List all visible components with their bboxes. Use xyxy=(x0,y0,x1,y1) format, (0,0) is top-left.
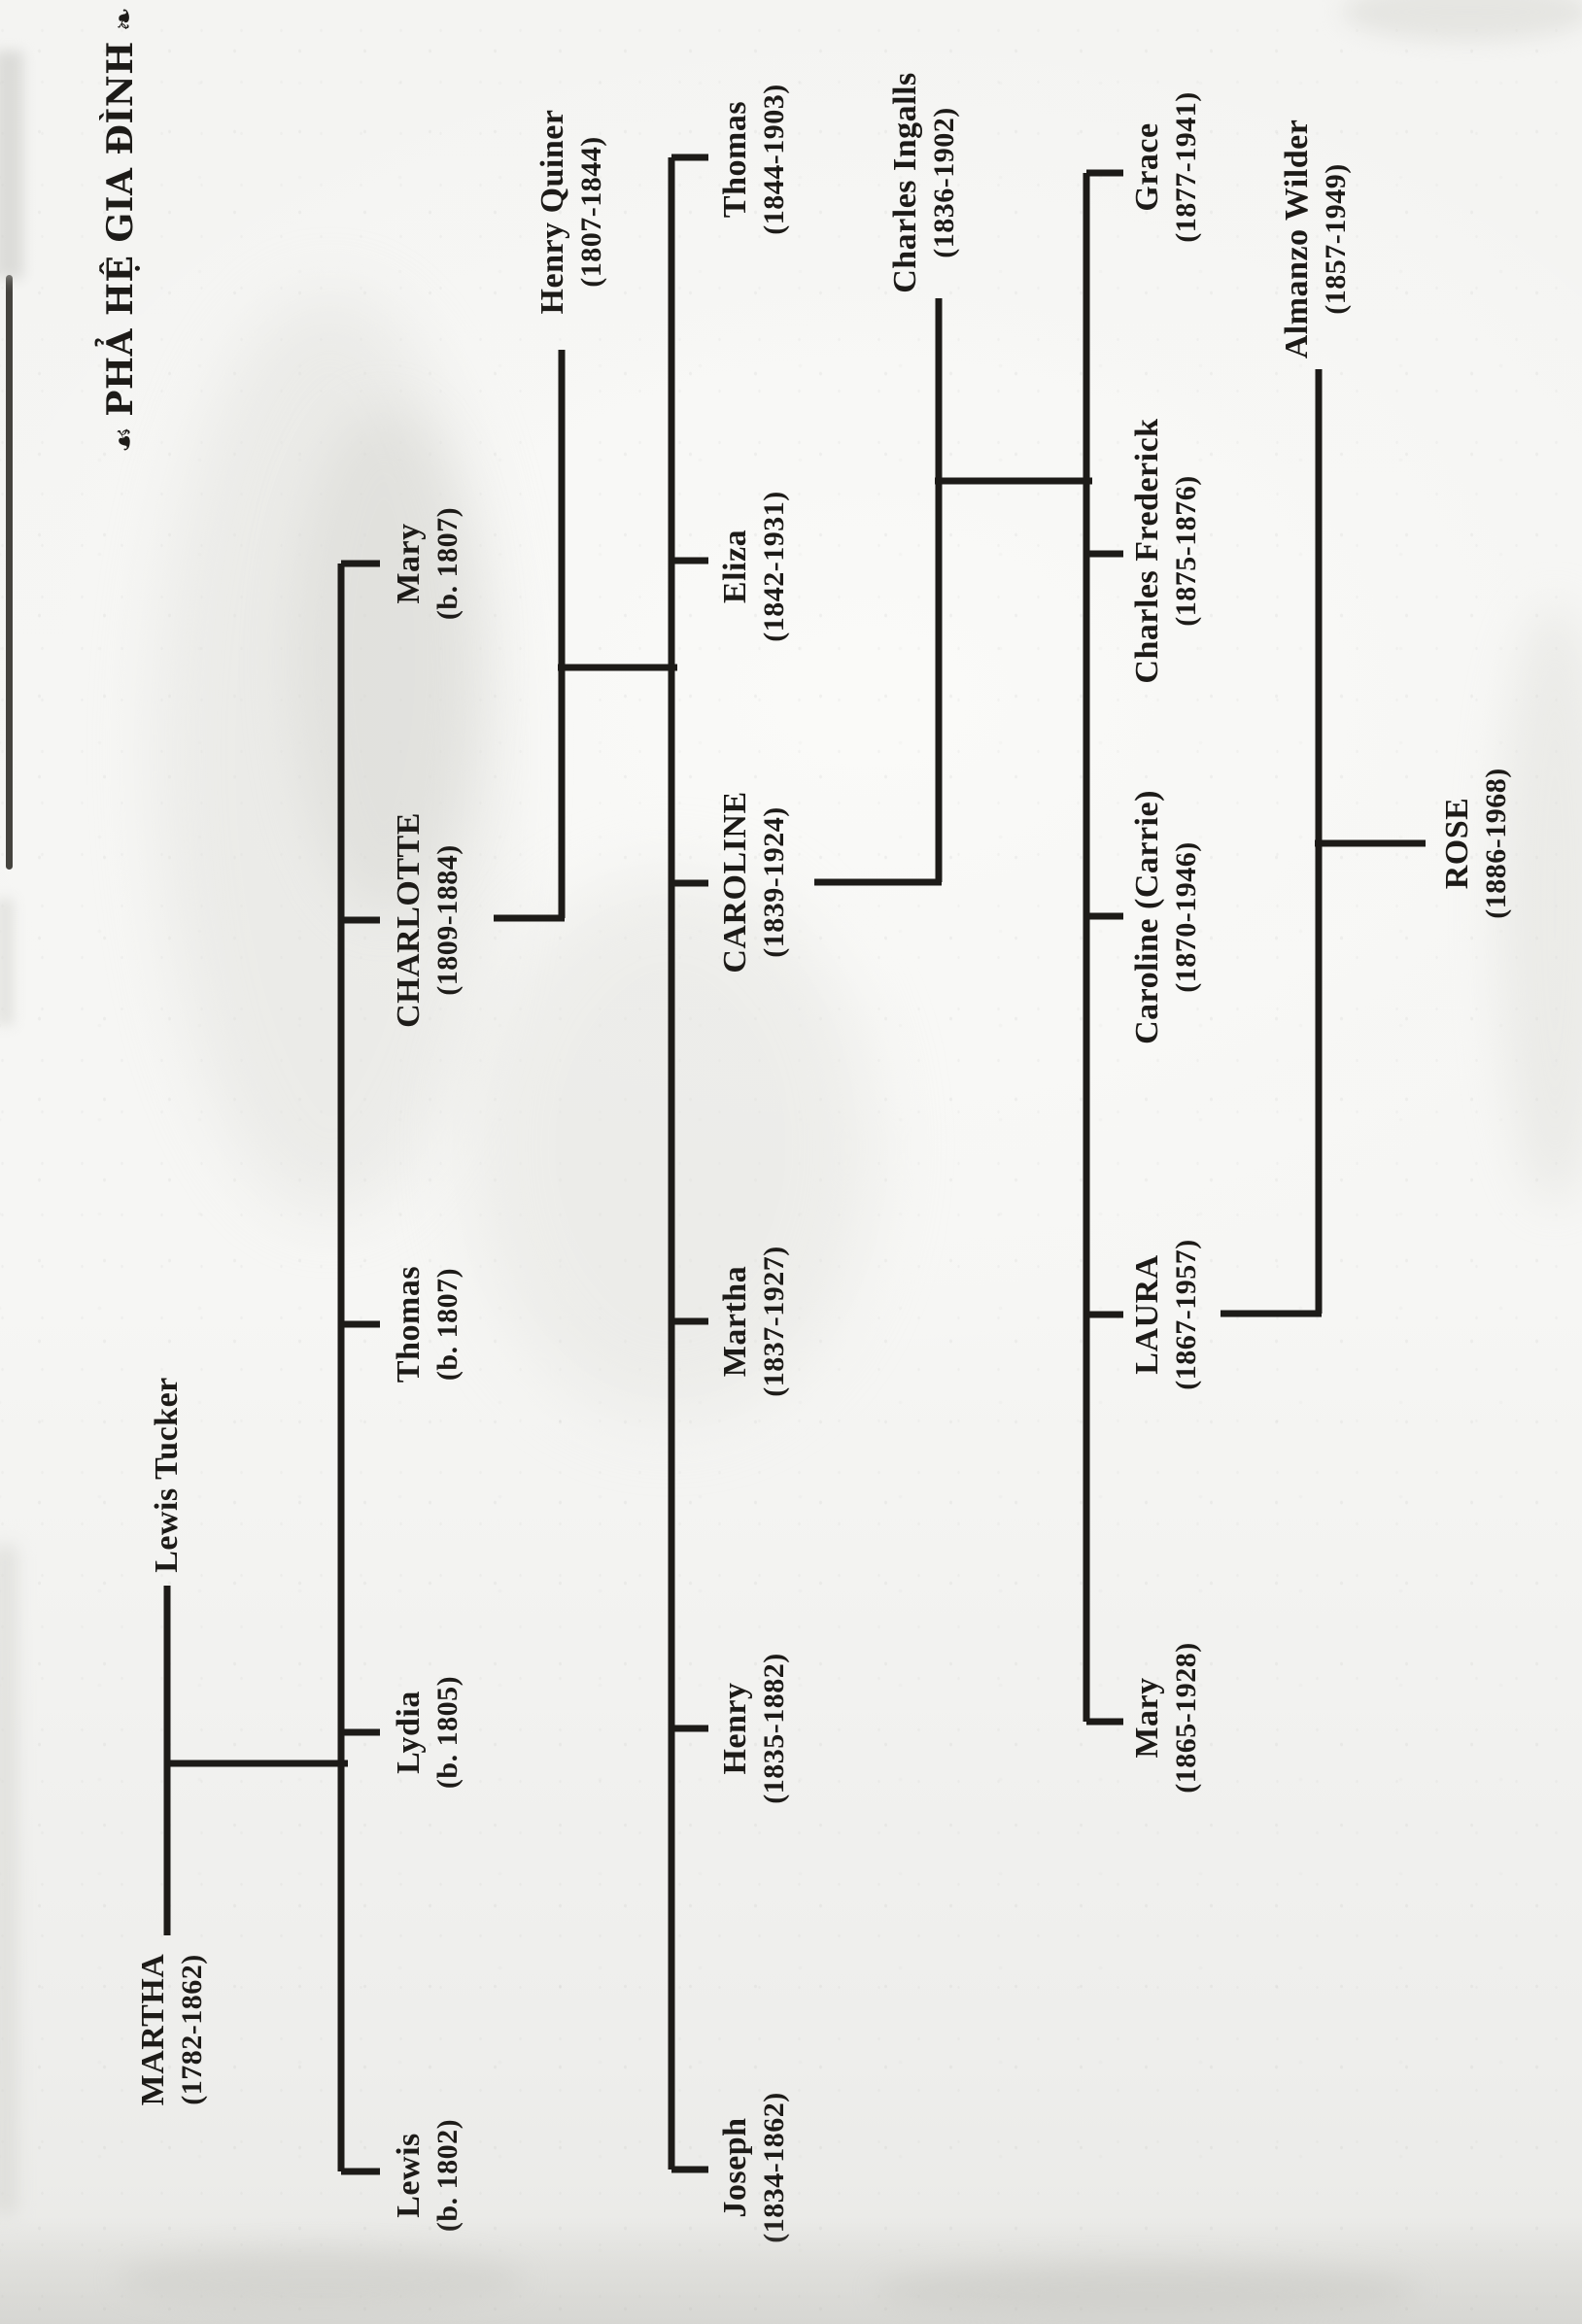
person-name: Almanzo Wilder xyxy=(1279,119,1315,359)
person-dates: (1842-1931) xyxy=(758,491,790,642)
person-charles-ingalls: Charles Ingalls (1836-1902) xyxy=(884,72,962,293)
person-name: Thomas xyxy=(717,100,753,219)
person-lewis-tucker: Lewis Tucker xyxy=(146,1377,188,1573)
person-mary-4: Mary (1865-1928) xyxy=(1126,1642,1204,1793)
person-dates: (b. 1802) xyxy=(431,2118,464,2233)
diagram-title: ☙ PHẢ HỆ GIA ĐÌNH ❧ xyxy=(95,7,151,453)
person-dates: (1836-1902) xyxy=(928,107,960,258)
floral-flourish-right-icon: ❧ xyxy=(108,6,142,32)
person-name: Lewis Tucker xyxy=(149,1377,185,1573)
person-name: Lydia xyxy=(391,1691,427,1774)
person-dates: (b. 1807) xyxy=(431,1267,464,1382)
person-dates: (1875-1876) xyxy=(1170,475,1202,627)
person-caroline: CAROLINE (1839-1924) xyxy=(714,791,792,973)
person-lydia: Lydia (b. 1805) xyxy=(388,1676,465,1789)
person-dates: (1837-1927) xyxy=(758,1246,790,1397)
person-dates: (1867-1957) xyxy=(1170,1239,1202,1390)
diagram-title-text: PHẢ HỆ GIA ĐÌNH xyxy=(100,41,141,417)
person-dates: (b. 1807) xyxy=(431,506,464,621)
person-dates: (b. 1805) xyxy=(431,1675,464,1790)
person-almanzo-wilder: Almanzo Wilder (1857-1949) xyxy=(1276,120,1354,359)
person-name: Charles Ingalls xyxy=(887,72,923,293)
person-dates: (1809-1884) xyxy=(431,844,464,996)
scan-bottom-shadow-band xyxy=(0,2217,1582,2324)
person-name: CHARLOTTE xyxy=(391,812,427,1028)
person-thomas-2: Thomas (b. 1807) xyxy=(388,1266,465,1383)
person-dates: (1865-1928) xyxy=(1170,1642,1202,1794)
person-name: Henry xyxy=(717,1682,753,1775)
person-carrie: Caroline (Carrie) (1870-1946) xyxy=(1126,790,1204,1044)
floral-flourish-left-icon: ☙ xyxy=(108,426,142,453)
person-name: Lewis xyxy=(391,2133,427,2218)
person-martha-tucker: MARTHA (1782-1862) xyxy=(132,1954,210,2106)
person-dates: (1886-1968) xyxy=(1480,768,1512,919)
scan-binding-edge-line xyxy=(6,275,13,870)
person-eliza: Eliza (1842-1931) xyxy=(714,491,792,641)
person-dates: (1839-1924) xyxy=(758,806,790,958)
person-dates: (1835-1882) xyxy=(758,1653,790,1804)
person-dates: (1877-1941) xyxy=(1170,91,1202,243)
person-rose: ROSE (1886-1968) xyxy=(1436,768,1514,918)
person-name: Caroline (Carrie) xyxy=(1129,790,1165,1044)
person-dates: (1870-1946) xyxy=(1170,841,1202,993)
person-name: Mary xyxy=(391,523,427,604)
person-charles-frederick: Charles Frederick (1875-1876) xyxy=(1126,418,1204,683)
person-martha-3: Martha (1837-1927) xyxy=(714,1246,792,1396)
person-dates: (1807-1844) xyxy=(575,136,607,288)
person-lewis: Lewis (b. 1802) xyxy=(388,2119,465,2232)
person-charlotte: CHARLOTTE (1809-1884) xyxy=(388,812,465,1028)
person-name: Mary xyxy=(1129,1677,1165,1759)
person-name: Thomas xyxy=(391,1265,427,1384)
person-dates: (1782-1862) xyxy=(176,1954,208,2105)
person-mary-2: Mary (b. 1807) xyxy=(388,507,465,620)
person-name: Henry Quiner xyxy=(534,109,570,315)
person-dates: (1844-1903) xyxy=(758,84,790,235)
person-henry: Henry (1835-1882) xyxy=(714,1653,792,1803)
person-name: CAROLINE xyxy=(717,791,753,974)
person-name: Martha xyxy=(717,1265,753,1378)
person-henry-quiner: Henry Quiner (1807-1844) xyxy=(532,110,609,315)
person-laura: LAURA (1867-1957) xyxy=(1126,1239,1204,1389)
person-name: Charles Frederick xyxy=(1129,418,1165,684)
person-dates: (1857-1949) xyxy=(1320,163,1352,315)
person-name: LAURA xyxy=(1129,1254,1165,1375)
person-grace: Grace (1877-1941) xyxy=(1126,91,1204,242)
person-name: MARTHA xyxy=(135,1953,171,2106)
person-name: Grace xyxy=(1129,122,1165,212)
person-thomas-3: Thomas (1844-1903) xyxy=(714,84,792,234)
person-name: Eliza xyxy=(717,529,753,604)
person-name: ROSE xyxy=(1439,797,1475,890)
